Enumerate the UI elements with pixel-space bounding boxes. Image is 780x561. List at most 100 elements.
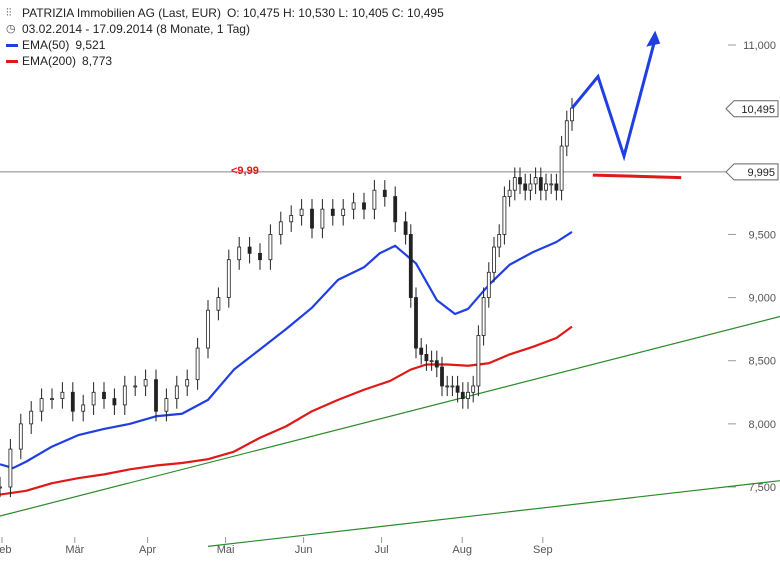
x-tick-label: Mai [217,544,235,556]
candle-body [502,196,507,235]
price-labels: 10,495 9,995 <9,99 [231,100,779,181]
candle-body [549,183,554,186]
ema50-line [0,230,573,470]
clock-icon: ◷ [6,23,16,35]
candle-body [450,385,455,388]
candle-body [268,234,273,261]
candle-body [8,448,13,488]
candle-body [185,379,190,387]
reference-price-label-box [725,163,779,181]
candle-body [429,360,434,363]
candle-body [497,234,502,248]
ohlc-values: O: 10,475 H: 10,530 L: 10,405 C: 10,495 [226,6,444,20]
candle-body [471,385,476,393]
candle-body [393,196,398,223]
ema50-swatch [6,43,18,47]
ema200-value: 8,773 [82,54,113,68]
axis-labels: 11,00010,50010,0009,5009,0008,5008,0007,… [0,40,776,556]
instrument-name: PATRIZIA Immobilien AG (Last, EUR) [22,6,221,20]
ema200-name: EMA(200) [22,54,77,68]
x-tick-label: Apr [139,544,156,556]
candle-body [143,379,148,387]
candle-body [440,366,444,387]
x-tick-label: Sep [533,544,553,556]
candle-body [289,215,294,223]
candle-body [216,297,221,311]
candle-body [434,360,439,368]
candle-body [419,347,424,355]
y-tick-label: 7,500 [748,482,776,494]
y-tick-label: 8,000 [748,419,776,431]
candle-body [424,353,429,362]
candle-body [455,385,460,393]
annotation-text: <9,99 [231,165,259,177]
candle-body [544,183,548,191]
candle-body [570,107,574,122]
ema-lines [0,230,573,496]
candle-body [206,309,210,349]
candle-body [122,385,127,406]
legend-ema50: EMA(50) 9,521 [6,37,444,53]
legend-ema200: EMA(200) 8,773 [6,53,444,69]
reference-price-label-text: 9,995 [747,167,775,179]
candle-body [466,391,470,399]
ema50-name: EMA(50) [22,38,70,52]
candle-body [528,183,533,191]
candle-body [554,183,559,191]
candle-body [29,410,34,425]
forecast-path [570,38,657,162]
last-price-label-box [725,100,779,118]
candle-body [299,208,304,216]
candle-body [372,189,377,210]
candle-body [195,347,200,381]
candle-body [559,145,564,191]
candle-body [538,177,543,191]
trendline [0,315,780,517]
candle-body [164,398,169,412]
candle-body [226,259,231,298]
candle-body [512,177,517,191]
candle-body [330,208,335,216]
candle-body [310,208,314,229]
chart-legend: ⫶⫶ PATRIZIA Immobilien AG (Last, EUR) O:… [6,5,444,69]
candle-body [174,385,179,400]
trendlines [0,315,780,547]
y-tick-label: 11,000 [743,40,776,52]
candle-body [70,391,75,412]
chart-grid [0,44,736,543]
candle-body [481,297,486,336]
candle-body [382,189,387,197]
candle-body [154,379,158,412]
candle-body [50,398,54,401]
candlestick-icon: ⫶⫶ [6,7,12,19]
candle-body [351,202,356,210]
candle-body [408,234,413,298]
candle-body [60,391,65,399]
x-tick-label: Jul [375,544,389,556]
forecast-arrowhead [646,30,661,47]
candle-body [486,271,491,298]
candle-body [278,221,283,235]
candle-body [133,385,138,388]
candle-body [81,404,86,412]
price-candles [0,98,574,498]
x-tick-label: Feb [0,544,11,556]
candle-body [39,398,44,412]
candle-body [341,208,346,216]
ema200-line [0,325,573,496]
trendline [207,480,780,547]
candle-body [460,391,465,399]
candle-body [403,221,408,235]
candle-body [102,391,106,399]
y-tick-label: 8,500 [748,356,776,368]
y-tick-label: 9,000 [748,293,776,305]
x-tick-label: Aug [452,544,472,556]
candle-body [362,202,366,210]
period-text: 03.02.2014 - 17.09.2014 (8 Monate, 1 Tag… [22,22,250,36]
legend-title-row: ⫶⫶ PATRIZIA Immobilien AG (Last, EUR) O:… [6,5,444,21]
candle-body [476,335,481,387]
candle-body [18,423,23,450]
resistance-line [592,173,682,180]
candle-body [247,246,252,254]
